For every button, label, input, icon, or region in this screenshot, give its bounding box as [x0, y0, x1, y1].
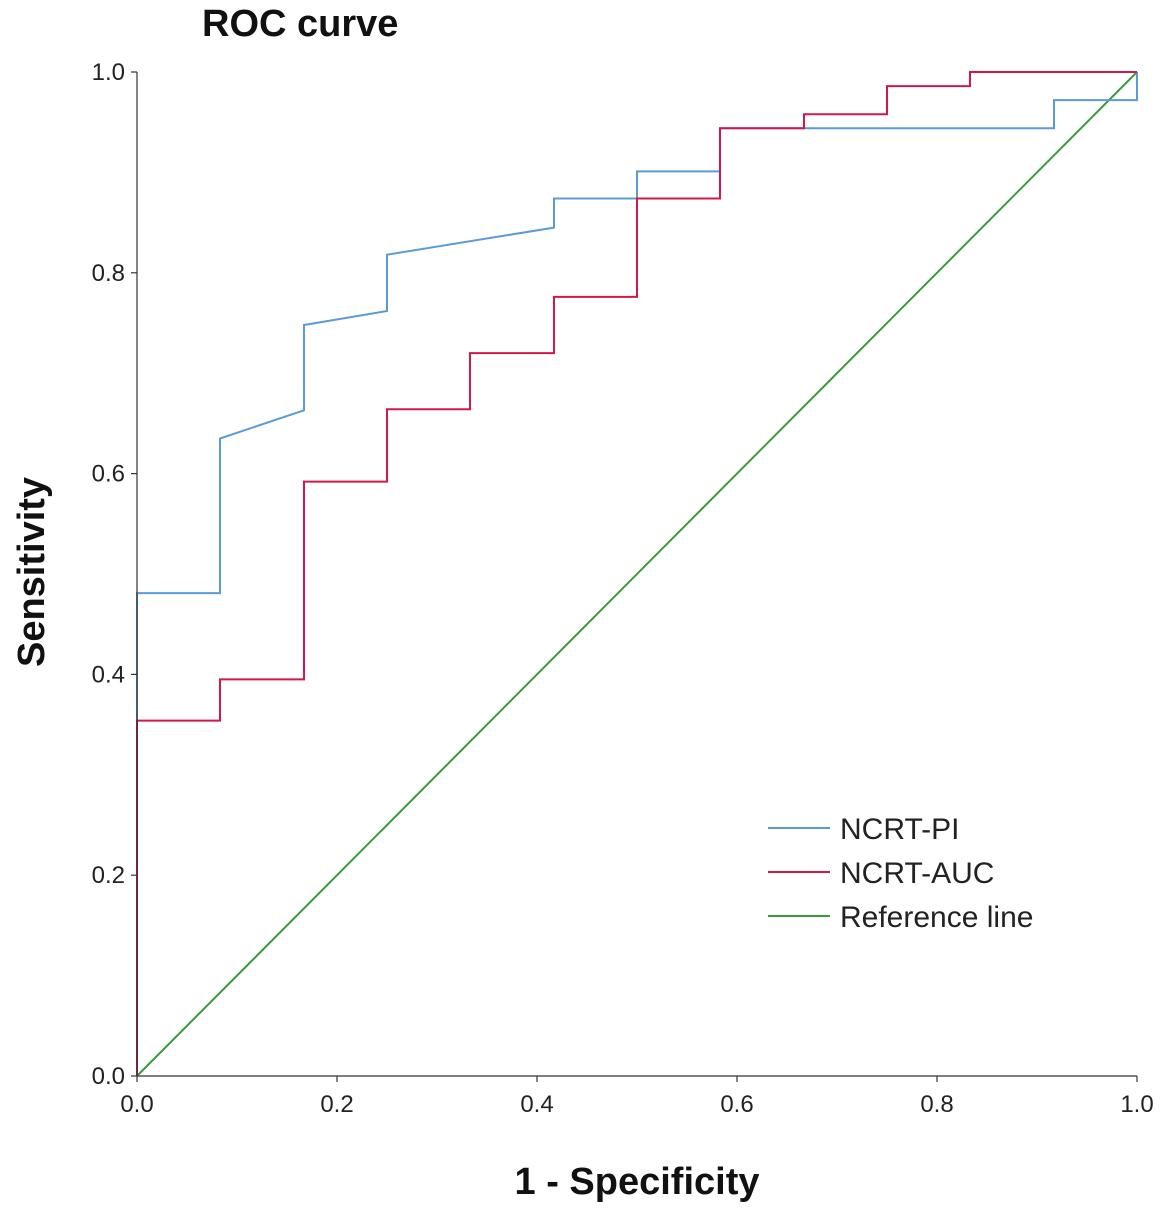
series-line-ncrt-auc — [136, 71, 1137, 1076]
series-layer — [136, 71, 1138, 1077]
y-tick-label: 0.0 — [92, 1063, 125, 1090]
legend: NCRT-PI NCRT-AUC Reference line — [768, 813, 1033, 934]
x-tick-label: 0.6 — [720, 1091, 753, 1118]
x-axis-title: 1 - Specificity — [515, 1161, 760, 1203]
legend-label: Reference line — [840, 901, 1033, 934]
chart-title: ROC curve — [202, 3, 398, 45]
y-tick-label: 0.8 — [92, 260, 125, 287]
y-tick-label: 0.4 — [92, 661, 125, 688]
legend-label: NCRT-AUC — [840, 857, 994, 890]
x-tick-label: 0.0 — [120, 1091, 153, 1118]
x-tick-label: 0.4 — [520, 1091, 553, 1118]
series-line-ncrt-pi — [136, 72, 1138, 1076]
x-tick-label: 0.8 — [920, 1091, 953, 1118]
y-axis-title: Sensitivity — [11, 477, 53, 667]
x-tick-label: 1.0 — [1120, 1091, 1153, 1118]
legend-label: NCRT-PI — [840, 813, 959, 846]
y-tick-label: 0.6 — [92, 461, 125, 488]
x-tick-label: 0.2 — [320, 1091, 353, 1118]
y-tick-label: 0.2 — [92, 862, 125, 889]
ticks-layer: 0.0 0.2 0.4 0.6 0.8 1.0 0.0 0.2 0.4 0.6 0.8 1.0 — [92, 59, 1154, 1118]
y-tick-label: 1.0 — [92, 59, 125, 86]
series-line-reference-line — [136, 71, 1138, 1077]
